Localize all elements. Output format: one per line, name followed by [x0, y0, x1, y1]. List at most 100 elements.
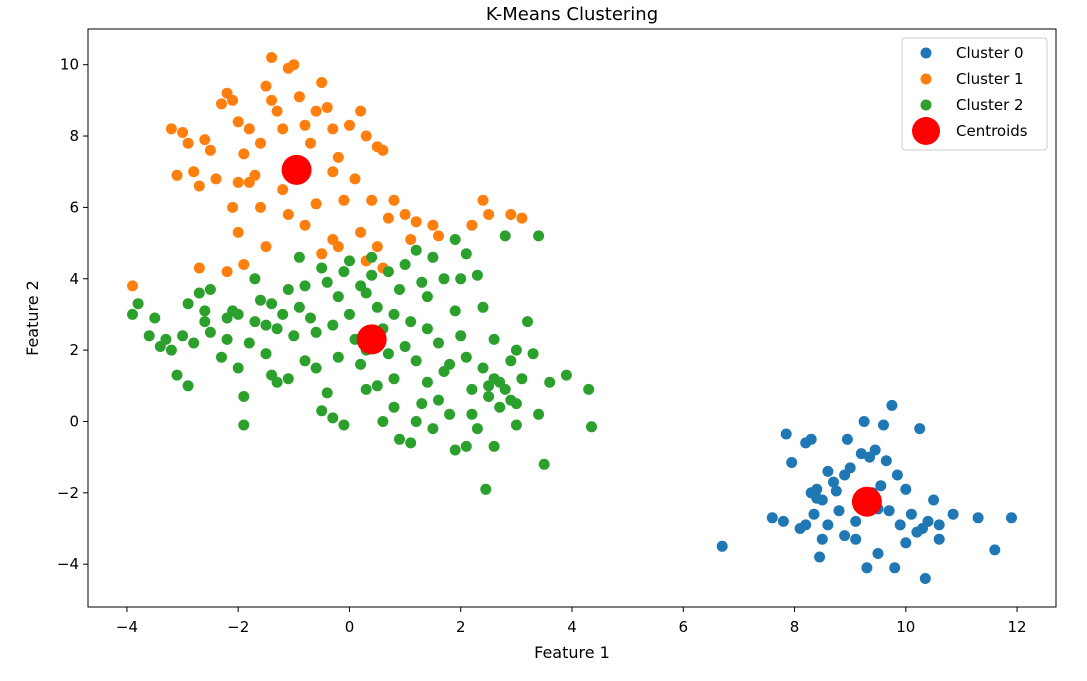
cluster-2-point	[288, 330, 300, 342]
x-tick-label: 12	[1008, 618, 1027, 636]
y-tick-label: 0	[69, 412, 79, 430]
cluster-0-point	[805, 433, 817, 445]
cluster-1-point	[305, 137, 316, 149]
cluster-2-point	[449, 234, 461, 245]
cluster-1-point	[310, 198, 322, 210]
cluster-2-point	[560, 369, 572, 381]
cluster-0-point	[822, 465, 834, 477]
cluster-0-point	[766, 512, 778, 524]
cluster-0-point	[880, 455, 892, 467]
cluster-2-point	[494, 401, 506, 413]
cluster-0-point	[889, 562, 901, 574]
y-tick-label: 4	[69, 270, 79, 288]
cluster-2-point	[433, 337, 444, 349]
cluster-2-point	[293, 301, 305, 313]
cluster-1-point	[338, 194, 350, 206]
cluster-1-point	[260, 241, 272, 253]
cluster-0-point	[947, 508, 959, 520]
cluster-1-point	[199, 134, 211, 146]
cluster-1-point	[177, 127, 189, 138]
cluster-2-point	[249, 316, 261, 328]
cluster-0-point	[872, 548, 884, 559]
cluster-0-point	[839, 530, 851, 542]
cluster-2-point	[586, 421, 597, 433]
cluster-1-point	[193, 262, 205, 274]
cluster-1-point	[221, 266, 233, 278]
cluster-2-point	[382, 266, 394, 278]
cluster-2-point	[416, 276, 428, 288]
cluster-2-point	[310, 362, 322, 374]
cluster-1-point	[255, 201, 266, 213]
legend: Cluster 0 Cluster 1 Cluster 2 Centroids	[901, 37, 1048, 151]
cluster-0-point	[972, 512, 984, 524]
cluster-1-point	[388, 194, 400, 206]
cluster-0-point	[919, 573, 931, 584]
cluster-2-point	[238, 391, 250, 402]
cluster-2-point	[505, 355, 517, 367]
cluster-1-point	[505, 209, 517, 220]
cluster-2-point	[455, 330, 467, 342]
cluster-1-point	[188, 166, 200, 178]
cluster-1-point	[227, 94, 239, 106]
cluster-2-point	[466, 383, 478, 395]
cluster-0-point	[861, 562, 873, 574]
cluster-2-point	[188, 337, 200, 349]
cluster-2-point	[449, 444, 461, 456]
cluster-2-point	[527, 348, 539, 360]
cluster-1-point	[171, 169, 183, 181]
cluster-1-point	[405, 234, 417, 245]
cluster-2-point	[266, 298, 278, 310]
cluster-2-point	[394, 284, 405, 295]
cluster-0-point	[794, 523, 806, 534]
cluster-1-point	[327, 166, 339, 178]
cluster-0-point	[905, 508, 917, 520]
cluster-2-point	[149, 312, 161, 324]
cluster-2-point	[410, 244, 422, 256]
cluster-2-point	[455, 273, 467, 285]
cluster-2-point	[471, 269, 483, 281]
cluster-0-point	[786, 457, 798, 468]
cluster-2-point	[427, 423, 439, 435]
cluster-2-point	[382, 348, 394, 360]
y-tick-label: 2	[69, 341, 79, 359]
cluster-2-point	[460, 248, 472, 260]
cluster-2-point	[410, 355, 422, 367]
cluster-1-point	[127, 280, 138, 292]
cluster-1-point	[288, 59, 300, 71]
centroid-point	[851, 486, 882, 517]
cluster-2-point	[338, 266, 350, 278]
cluster-2-point	[171, 369, 183, 381]
cluster-1-point	[165, 123, 177, 135]
cluster-1-point	[282, 209, 294, 220]
cluster-2-point	[421, 323, 433, 335]
cluster-2-point	[143, 330, 155, 342]
cluster-2-point	[160, 333, 172, 345]
x-tick-label: 10	[896, 618, 915, 636]
cluster-0-point	[914, 423, 926, 435]
x-tick-label: 0	[345, 618, 355, 636]
cluster-1-point	[371, 241, 383, 253]
centroids-layer	[281, 154, 882, 517]
cluster-2-point	[321, 387, 333, 399]
cluster-2-point	[388, 373, 400, 385]
cluster-1-point	[366, 194, 378, 206]
cluster-0-point	[922, 515, 934, 527]
cluster-0-point	[1006, 512, 1017, 524]
cluster-1-point	[299, 119, 311, 131]
cluster-2-point	[204, 284, 216, 295]
cluster-1-point	[271, 105, 283, 117]
cluster-0-point	[850, 533, 862, 545]
cluster-1-point	[355, 226, 367, 238]
cluster-0-point	[886, 399, 898, 411]
cluster-0-point	[841, 433, 853, 445]
points-layer	[127, 52, 1017, 584]
centroid-point	[356, 324, 387, 355]
cluster-0-point	[858, 416, 870, 427]
x-tick-label: 8	[790, 618, 800, 636]
cluster-2-point	[394, 433, 405, 445]
cluster-0-point	[900, 483, 912, 495]
cluster-1-point	[277, 184, 289, 196]
cluster-2-point	[327, 319, 339, 331]
cluster-2-point	[366, 269, 378, 281]
cluster-2-point	[299, 355, 311, 367]
